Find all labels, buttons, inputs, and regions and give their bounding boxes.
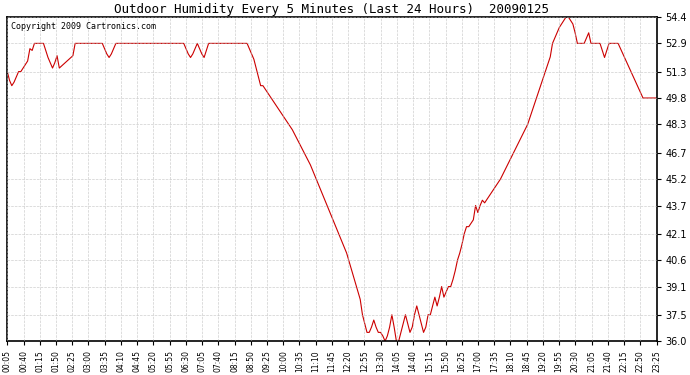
Text: Copyright 2009 Cartronics.com: Copyright 2009 Cartronics.com xyxy=(10,22,155,31)
Title: Outdoor Humidity Every 5 Minutes (Last 24 Hours)  20090125: Outdoor Humidity Every 5 Minutes (Last 2… xyxy=(115,3,549,16)
